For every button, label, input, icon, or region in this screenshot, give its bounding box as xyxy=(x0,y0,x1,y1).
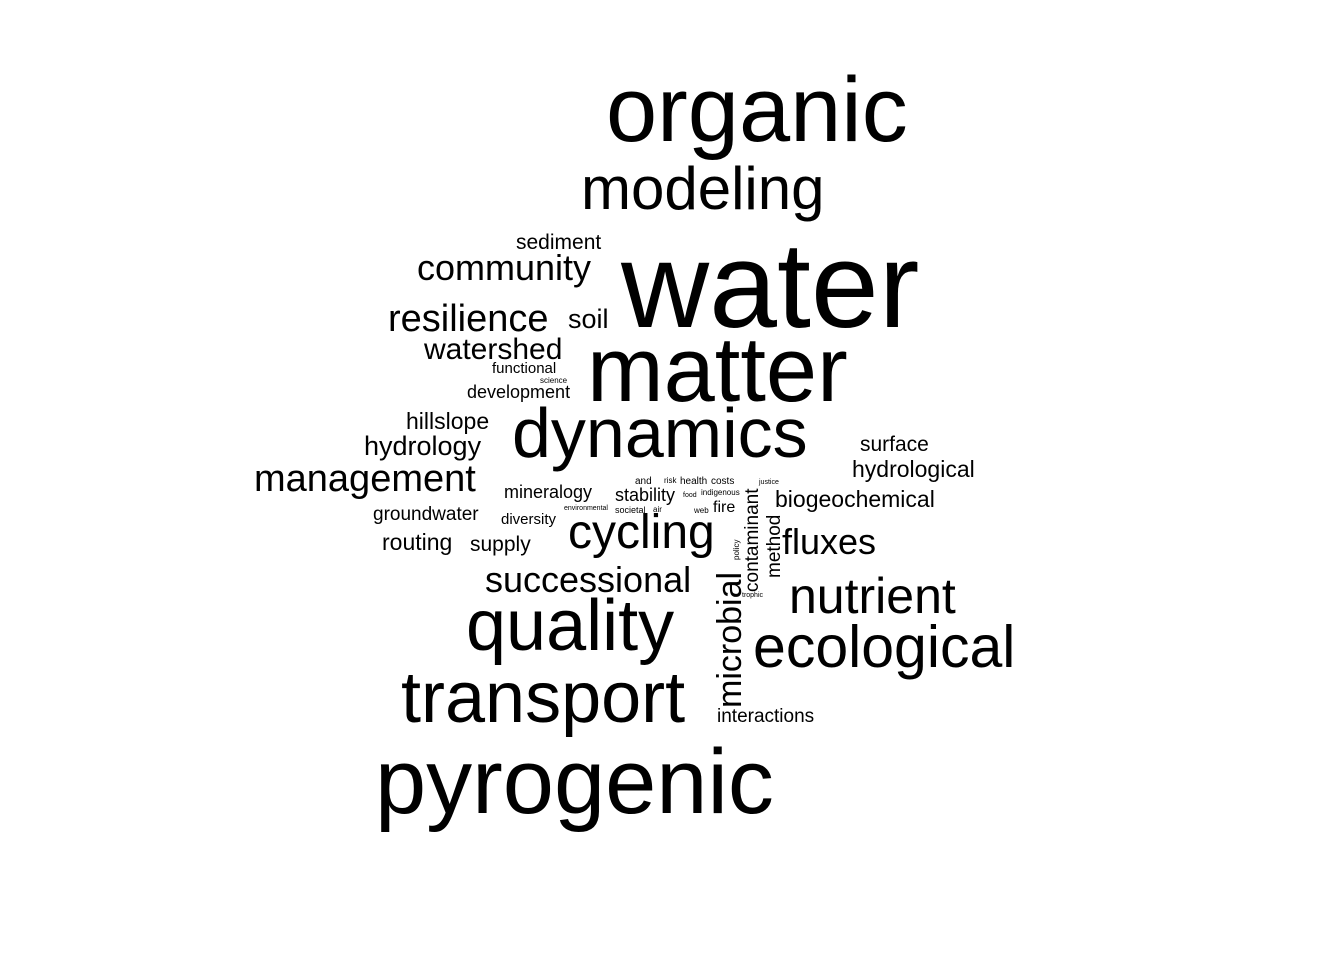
word-fluxes: fluxes xyxy=(782,521,877,562)
word-soil: soil xyxy=(568,304,609,334)
word-management: management xyxy=(254,458,476,500)
word-mineralogy: mineralogy xyxy=(504,482,593,502)
word-functional: functional xyxy=(492,360,557,377)
word-microbial: microbial xyxy=(711,571,749,708)
word-societal: societal xyxy=(615,505,646,515)
word-transport: transport xyxy=(401,658,686,738)
word-community: community xyxy=(417,247,592,288)
word-costs: costs xyxy=(711,476,735,487)
word-fire: fire xyxy=(713,499,736,516)
word-watershed: watershed xyxy=(424,333,563,366)
word-routing: routing xyxy=(382,529,453,555)
word-environmental: environmental xyxy=(564,505,608,512)
word-groundwater: groundwater xyxy=(373,504,479,525)
word-web: web xyxy=(694,506,709,515)
word-surface: surface xyxy=(860,433,929,456)
word-quality: quality xyxy=(466,586,675,666)
word-and: and xyxy=(635,476,652,487)
word-food: food xyxy=(683,492,697,499)
word-risk: risk xyxy=(664,476,677,485)
word-air: air xyxy=(653,505,662,514)
word-trophic: trophic xyxy=(742,592,764,599)
word-water: water xyxy=(621,217,920,353)
word-justice: justice xyxy=(759,479,779,486)
word-modeling: modeling xyxy=(581,155,825,222)
word-cycling: cycling xyxy=(568,506,715,559)
word-diversity: diversity xyxy=(501,511,557,528)
word-ecological: ecological xyxy=(753,614,1016,680)
word-policy: policy xyxy=(732,539,741,560)
word-science: science xyxy=(540,376,568,385)
word-successional: successional xyxy=(485,559,692,600)
word-development: development xyxy=(467,382,571,402)
word-organic: organic xyxy=(606,59,908,161)
word-supply: supply xyxy=(470,533,531,556)
word-interactions: interactions xyxy=(717,706,815,727)
word-health: health xyxy=(680,476,708,487)
word-hillslope: hillslope xyxy=(406,408,490,434)
word-matter: matter xyxy=(587,319,848,421)
word-pyrogenic: pyrogenic xyxy=(375,731,774,833)
word-dynamics: dynamics xyxy=(512,394,808,472)
word-sediment: sediment xyxy=(516,231,602,254)
word-biogeochemical: biogeochemical xyxy=(775,486,935,512)
word-resilience: resilience xyxy=(388,298,549,340)
word-nutrient: nutrient xyxy=(789,568,956,624)
word-hydrology: hydrology xyxy=(364,431,482,461)
word-method: method xyxy=(764,514,785,578)
word-indigenous: indigenous xyxy=(701,488,740,497)
word-hydrological: hydrological xyxy=(852,456,975,482)
word-stability: stability xyxy=(615,485,676,505)
